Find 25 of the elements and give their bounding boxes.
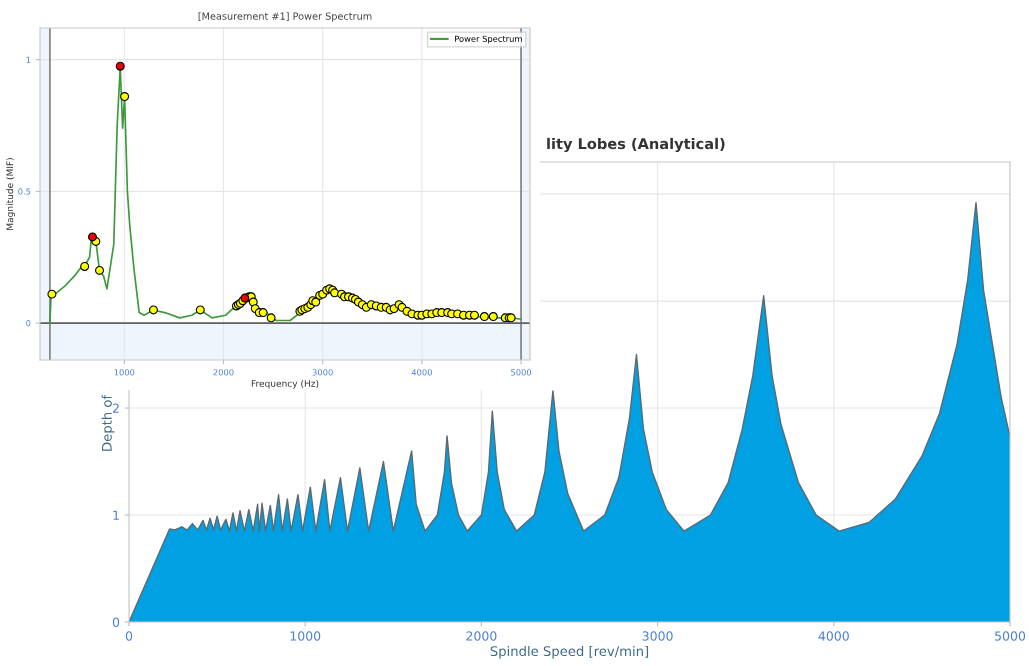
x-tick-label: 4000 xyxy=(818,631,849,641)
x-tick-label: 1000 xyxy=(114,369,135,376)
x-tick-label: 1000 xyxy=(290,631,321,641)
x-axis-title: Frequency (Hz) xyxy=(251,379,319,389)
x-tick-label: 2000 xyxy=(466,631,497,641)
x-tick-label: 3000 xyxy=(642,631,673,641)
y-tick-label: 0 xyxy=(26,320,31,327)
chart-title: [Measurement #1] Power Spectrum xyxy=(198,12,372,22)
y-tick-label: 1 xyxy=(113,510,119,520)
y-tick-label: 0.5 xyxy=(18,188,31,195)
x-tick-label: 2000 xyxy=(213,369,234,376)
legend-label: Power Spectrum xyxy=(455,35,522,44)
y-tick-label: 0 xyxy=(112,617,120,627)
x-axis-title: Spindle Speed [rev/min] xyxy=(490,645,649,659)
y-tick-label: 2 xyxy=(112,403,119,413)
chart-title: lity Lobes (Analytical) xyxy=(547,137,725,153)
x-tick-label: 5000 xyxy=(995,631,1026,641)
x-tick-label: 4000 xyxy=(411,369,432,376)
x-tick-label: 3000 xyxy=(312,369,333,376)
y-axis-title: Magnitude (MIF) xyxy=(6,158,15,230)
y-tick-label: 1 xyxy=(26,56,31,63)
x-tick-label: 5000 xyxy=(511,369,532,376)
point xyxy=(115,61,125,71)
point xyxy=(87,232,97,242)
x-tick-label: 0 xyxy=(125,631,133,641)
